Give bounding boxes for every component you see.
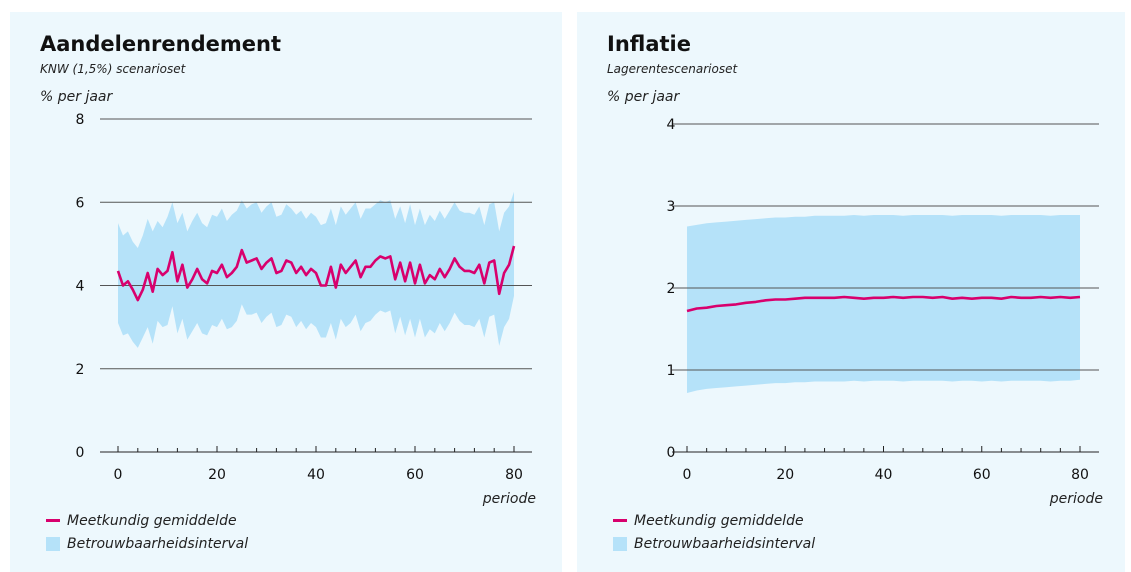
legend-band-swatch [46, 536, 60, 551]
legend-band-label: Betrouwbaarheidsinterval [634, 535, 816, 552]
x-tick-label: 40 [875, 467, 893, 483]
legend-item-line: Meetkundig gemiddelde [46, 509, 248, 532]
x-tick-label: 60 [973, 467, 991, 483]
legend-line-swatch [46, 519, 60, 522]
x-tick-label: 60 [406, 467, 424, 483]
x-axis-label: periode [1049, 491, 1103, 507]
y-tick-label: 0 [76, 445, 85, 461]
legend-item-band: Betrouwbaarheidsinterval [46, 532, 248, 555]
legend-item-line: Meetkundig gemiddelde [613, 509, 815, 532]
x-tick-label: 0 [683, 467, 692, 483]
y-tick-label: 6 [76, 195, 85, 211]
panel-aandelenrendement: Aandelenrendement KNW (1,5%) scenarioset… [10, 12, 562, 572]
panel-inflatie: Inflatie Lagerentescenarioset % per jaar… [577, 12, 1125, 572]
legend-band-swatch [613, 536, 627, 551]
x-tick-label: 20 [208, 467, 226, 483]
legend-item-band: Betrouwbaarheidsinterval [613, 532, 815, 555]
x-tick-label: 20 [776, 467, 794, 483]
x-tick-label: 80 [1071, 467, 1089, 483]
y-tick-label: 3 [667, 199, 676, 215]
confidence-band [687, 215, 1080, 393]
y-tick-label: 8 [76, 112, 85, 128]
legend-line-label: Meetkundig gemiddelde [634, 512, 804, 529]
legend-line-label: Meetkundig gemiddelde [67, 512, 237, 529]
legend-band-label: Betrouwbaarheidsinterval [67, 535, 249, 552]
y-tick-label: 4 [667, 117, 676, 133]
confidence-band [118, 191, 514, 348]
y-tick-label: 2 [667, 281, 676, 297]
legend-line-swatch [613, 519, 627, 522]
panel-title: Aandelenrendement [40, 32, 281, 56]
mean-line [116, 245, 516, 302]
y-unit-label: % per jaar [607, 89, 680, 105]
y-tick-label: 2 [76, 362, 85, 378]
x-tick-label: 40 [307, 467, 325, 483]
y-unit-label: % per jaar [40, 89, 113, 105]
y-tick-label: 0 [667, 445, 676, 461]
panel-title: Inflatie [607, 32, 691, 56]
mean-line [686, 295, 1081, 313]
panel-subtitle: Lagerentescenarioset [607, 62, 738, 76]
panel-subtitle: KNW (1,5%) scenarioset [40, 62, 186, 76]
legend: Meetkundig gemiddelde Betrouwbaarheidsin… [613, 509, 815, 555]
y-tick-label: 4 [76, 279, 85, 295]
legend: Meetkundig gemiddelde Betrouwbaarheidsin… [46, 509, 248, 555]
y-tick-label: 1 [667, 363, 676, 379]
x-tick-label: 0 [114, 467, 123, 483]
x-tick-label: 80 [505, 467, 523, 483]
x-axis-label: periode [482, 491, 536, 507]
